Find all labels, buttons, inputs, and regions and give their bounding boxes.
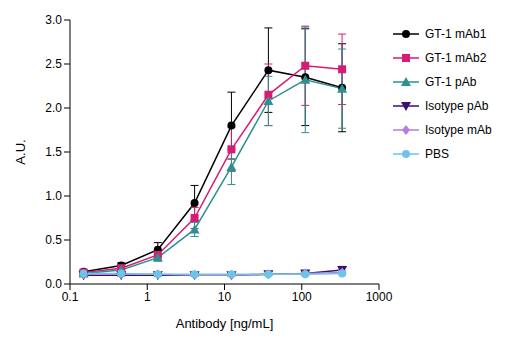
svg-text:0.1: 0.1 [62, 290, 79, 304]
svg-text:100: 100 [292, 290, 312, 304]
svg-text:2.0: 2.0 [45, 101, 62, 115]
html-text:PBS: PBS [425, 147, 449, 161]
svg-text:0.5: 0.5 [45, 233, 62, 247]
html-text:Isotype mAb: Isotype mAb [425, 123, 492, 137]
svg-text:Antibody [ng/mL]: Antibody [ng/mL] [176, 316, 274, 331]
svg-text:1000: 1000 [366, 290, 393, 304]
svg-text:A.U.: A.U. [13, 139, 28, 164]
svg-text:1.0: 1.0 [45, 189, 62, 203]
svg-text:2.5: 2.5 [45, 57, 62, 71]
svg-text:0.0: 0.0 [45, 277, 62, 291]
html-text:Isotype pAb: Isotype pAb [425, 99, 489, 113]
html-text:GT-1 mAb1: GT-1 mAb1 [425, 27, 487, 41]
html-text:GT-1 pAb: GT-1 pAb [425, 75, 477, 89]
svg-text:3.0: 3.0 [45, 13, 62, 27]
svg-text:10: 10 [218, 290, 232, 304]
svg-text:1: 1 [144, 290, 151, 304]
svg-text:1.5: 1.5 [45, 145, 62, 159]
html-text:GT-1 mAb2: GT-1 mAb2 [425, 51, 487, 65]
